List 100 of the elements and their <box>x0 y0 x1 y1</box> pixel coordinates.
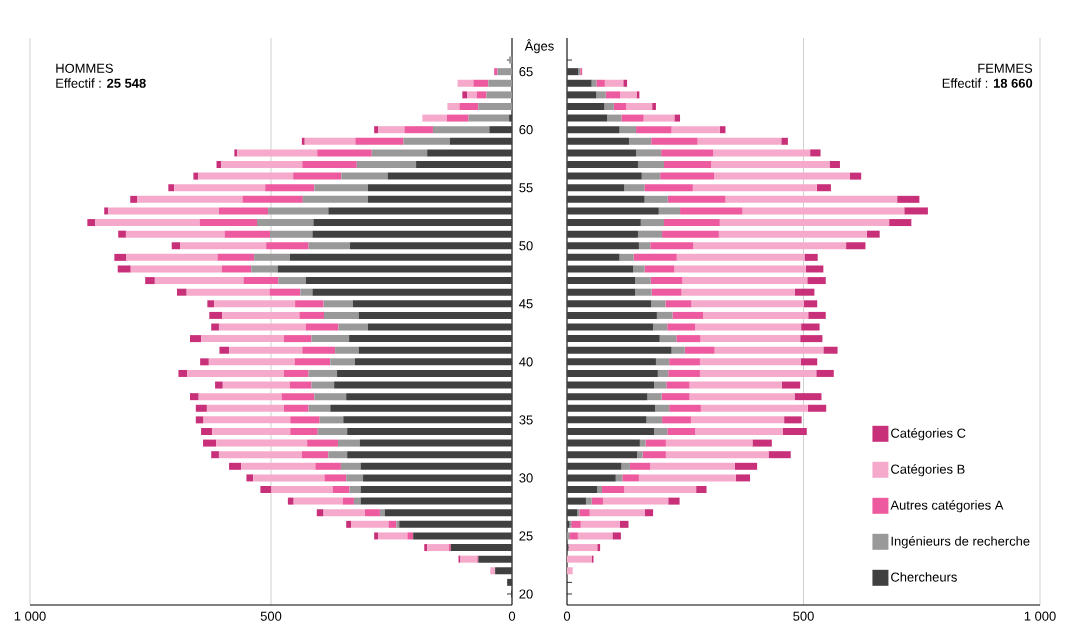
bar <box>221 265 252 273</box>
bar <box>168 184 175 192</box>
bar <box>215 381 223 389</box>
bar <box>307 439 338 447</box>
bar <box>567 451 638 459</box>
bar <box>351 520 389 528</box>
bar <box>201 335 285 343</box>
bar <box>311 335 350 343</box>
bar <box>328 451 348 459</box>
bar <box>567 91 597 99</box>
bar <box>567 393 648 401</box>
bar <box>308 404 331 412</box>
bar <box>349 335 512 343</box>
bar <box>661 149 714 157</box>
bar <box>795 288 815 296</box>
bar <box>201 427 213 435</box>
bar <box>619 253 634 261</box>
bar <box>289 253 512 261</box>
bar <box>126 253 218 261</box>
bar <box>621 462 630 470</box>
bar <box>254 253 290 261</box>
bar <box>323 300 353 308</box>
bar <box>567 161 638 169</box>
bar <box>330 404 512 412</box>
bar <box>104 207 109 215</box>
bar <box>200 358 209 366</box>
bar <box>349 486 361 494</box>
bar <box>567 427 655 435</box>
bar <box>388 520 397 528</box>
bar <box>781 137 788 145</box>
bar <box>355 137 404 145</box>
bar <box>567 323 654 331</box>
bar <box>243 277 279 285</box>
bar <box>676 253 805 261</box>
bar <box>199 219 258 227</box>
bar <box>567 207 659 215</box>
bar <box>567 137 629 145</box>
bar <box>674 114 681 122</box>
bar <box>636 149 662 157</box>
bar <box>384 509 512 517</box>
bar <box>114 253 127 261</box>
legend-label: Ingénieurs de recherche <box>891 536 1030 549</box>
bar <box>294 358 331 366</box>
annotation: Effectif : 25 548 <box>56 78 146 88</box>
bar <box>654 427 668 435</box>
bar <box>585 497 592 505</box>
bar <box>222 381 290 389</box>
bar <box>332 486 350 494</box>
bar <box>567 277 636 285</box>
bar <box>346 393 512 401</box>
bar <box>367 195 512 203</box>
bar <box>567 219 641 227</box>
y-axis-title: Âges <box>524 39 554 54</box>
bar <box>338 323 368 331</box>
bar <box>623 79 628 87</box>
bar <box>253 474 325 482</box>
bar <box>619 126 637 134</box>
bar <box>676 335 701 343</box>
bar <box>302 195 368 203</box>
bar <box>125 230 225 238</box>
bar <box>360 486 512 494</box>
bar <box>340 462 361 470</box>
bar <box>642 451 666 459</box>
bar <box>567 68 579 76</box>
bar <box>665 439 753 447</box>
annotation: FEMMES <box>978 63 1033 73</box>
bar <box>457 79 474 87</box>
bar <box>212 427 291 435</box>
bar <box>654 404 670 412</box>
bar <box>364 509 380 517</box>
bar <box>700 335 801 343</box>
bar <box>650 242 694 250</box>
bar <box>284 369 309 377</box>
bar <box>579 509 590 517</box>
bar <box>567 555 592 563</box>
annotation: Effectif : 18 660 <box>942 78 1033 88</box>
bar <box>427 544 449 552</box>
bar <box>652 102 656 110</box>
bar <box>324 311 359 319</box>
bar <box>646 416 663 424</box>
bar <box>379 509 385 517</box>
bar <box>305 323 339 331</box>
bar <box>607 114 622 122</box>
y-tick-label: 60 <box>519 125 533 135</box>
bar <box>672 311 704 319</box>
bar <box>669 358 700 366</box>
bar <box>346 520 352 528</box>
bar <box>640 219 664 227</box>
bar <box>807 277 826 285</box>
bar <box>808 311 826 319</box>
bar <box>680 207 743 215</box>
y-tick-label: 40 <box>519 357 533 367</box>
bar <box>567 126 620 134</box>
bar <box>494 68 498 76</box>
bar <box>224 230 271 238</box>
bar <box>635 288 652 296</box>
bar <box>407 532 414 540</box>
bar <box>629 462 651 470</box>
bar <box>567 79 592 87</box>
x-tick-label: 1 000 <box>1024 611 1056 621</box>
